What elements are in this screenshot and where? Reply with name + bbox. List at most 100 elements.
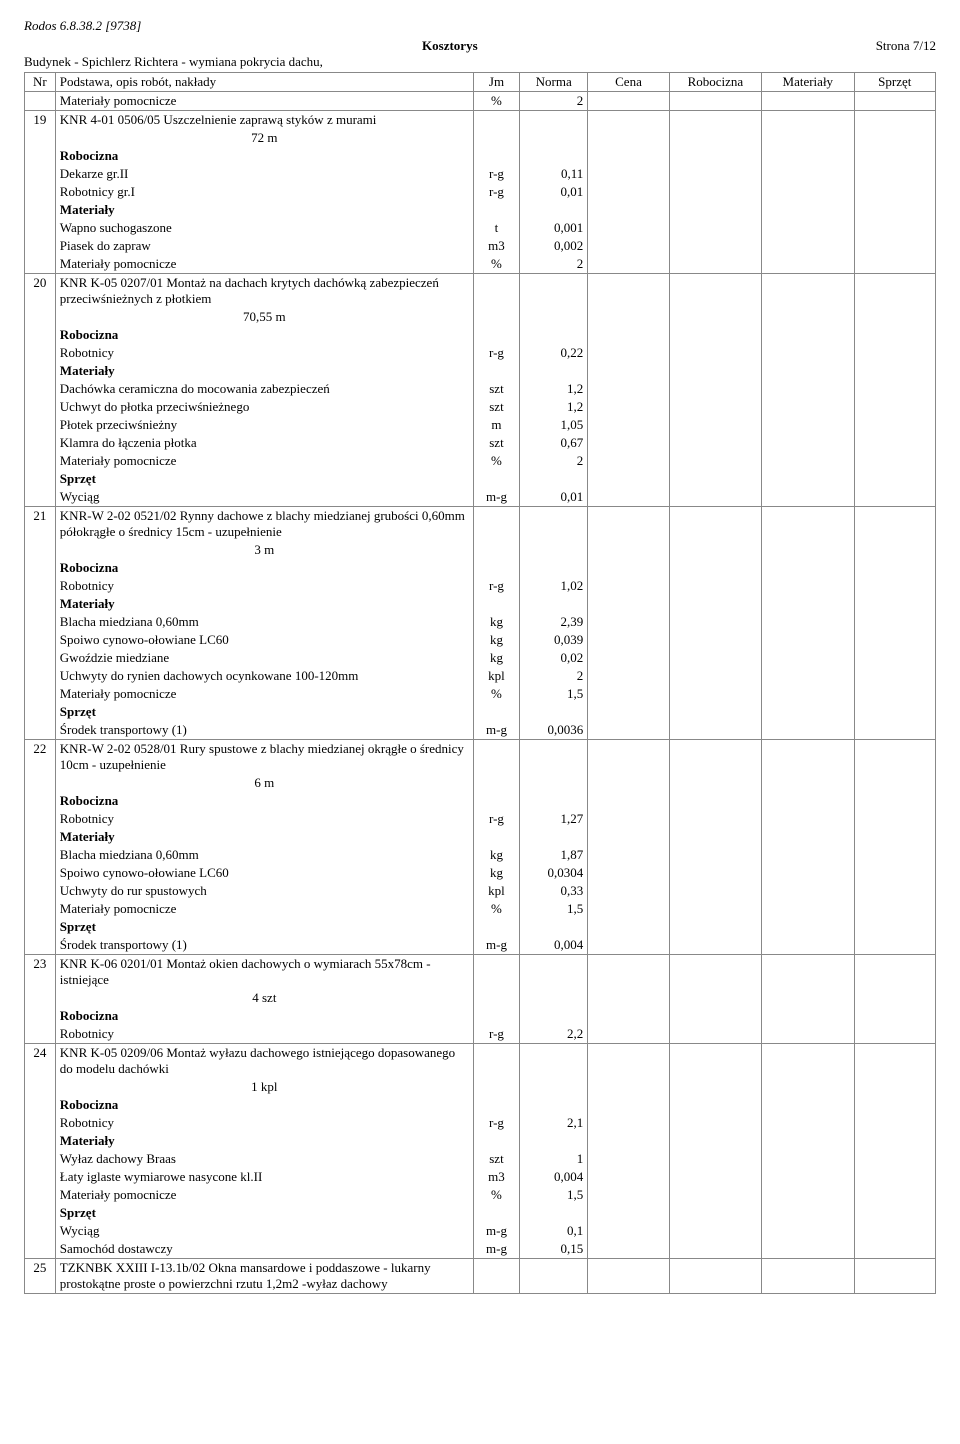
line-norma: 2 <box>520 452 588 470</box>
line-label: Środek transportowy (1) <box>55 721 473 740</box>
col-cena: Cena <box>588 73 669 92</box>
line-norma: 2 <box>520 255 588 274</box>
line-jm: kg <box>473 864 519 882</box>
item-line-row: Piasek do zaprawm30,002 <box>25 237 936 255</box>
line-norma: 0,15 <box>520 1240 588 1259</box>
col-desc: Podstawa, opis robót, nakłady <box>55 73 473 92</box>
line-norma: 1,5 <box>520 685 588 703</box>
line-norma: 0,0304 <box>520 864 588 882</box>
line-norma: 0,004 <box>520 1168 588 1186</box>
item-title-row: 24KNR K-05 0209/06 Montaż wyłazu dachowe… <box>25 1044 936 1079</box>
line-jm: r-g <box>473 165 519 183</box>
item-line-row: Dachówka ceramiczna do mocowania zabezpi… <box>25 380 936 398</box>
line-jm: % <box>473 452 519 470</box>
line-jm: szt <box>473 398 519 416</box>
item-nr: 24 <box>25 1044 56 1079</box>
line-norma: 0,002 <box>520 237 588 255</box>
line-jm: kg <box>473 631 519 649</box>
item-line-row: Uchwyty do rynien dachowych ocynkowane 1… <box>25 667 936 685</box>
line-jm: kg <box>473 846 519 864</box>
line-jm: m-g <box>473 721 519 740</box>
line-jm: t <box>473 219 519 237</box>
line-norma: 1,02 <box>520 577 588 595</box>
item-qty-row: 70,55 m <box>25 308 936 326</box>
item-line-row: Blacha miedziana 0,60mmkg2,39 <box>25 613 936 631</box>
item-line-row: Materiały <box>25 362 936 380</box>
col-rob: Robocizna <box>669 73 761 92</box>
item-line-row: Sprzęt <box>25 470 936 488</box>
line-jm: % <box>473 1186 519 1204</box>
item-line-row: Łaty iglaste wymiarowe nasycone kl.IIm30… <box>25 1168 936 1186</box>
section-label-spr: Sprzęt <box>55 1204 473 1222</box>
line-label: Wyciąg <box>55 1222 473 1240</box>
line-jm: % <box>473 900 519 918</box>
line-norma: 0,01 <box>520 488 588 507</box>
item-line-row: Materiały pomocnicze%2 <box>25 452 936 470</box>
item-qty-row: 3 m <box>25 541 936 559</box>
line-jm: r-g <box>473 577 519 595</box>
line-jm: kg <box>473 649 519 667</box>
item-line-row: Wyciągm-g0,1 <box>25 1222 936 1240</box>
item-line-row: Spoiwo cynowo-ołowiane LC60kg0,039 <box>25 631 936 649</box>
line-label: Robotnicy gr.I <box>55 183 473 201</box>
line-norma: 1,2 <box>520 380 588 398</box>
section-label-mat: Materiały <box>55 595 473 613</box>
line-label: Środek transportowy (1) <box>55 936 473 955</box>
line-norma: 1,27 <box>520 810 588 828</box>
line-norma: 0,33 <box>520 882 588 900</box>
line-norma: 2,1 <box>520 1114 588 1132</box>
section-label-mat: Materiały <box>55 828 473 846</box>
item-qty: 1 kpl <box>60 1079 469 1095</box>
col-mat: Materiały <box>762 73 854 92</box>
item-line-row: Robotnicyr-g1,02 <box>25 577 936 595</box>
line-label: Piasek do zapraw <box>55 237 473 255</box>
line-jm: % <box>473 92 519 111</box>
item-line-row: Klamra do łączenia płotkaszt0,67 <box>25 434 936 452</box>
line-jm: m3 <box>473 237 519 255</box>
section-label-rob: Robocizna <box>55 326 473 344</box>
line-norma: 0,01 <box>520 183 588 201</box>
line-label: Gwoździe miedziane <box>55 649 473 667</box>
line-jm: % <box>473 685 519 703</box>
item-line-row: Materiały <box>25 828 936 846</box>
line-jm: m-g <box>473 936 519 955</box>
item-line-row: Robotnicyr-g0,22 <box>25 344 936 362</box>
line-label: Łaty iglaste wymiarowe nasycone kl.II <box>55 1168 473 1186</box>
line-label: Wyłaz dachowy Braas <box>55 1150 473 1168</box>
line-label: Robotnicy <box>55 577 473 595</box>
line-jm: szt <box>473 380 519 398</box>
line-label: Samochód dostawczy <box>55 1240 473 1259</box>
item-line-row: Robocizna <box>25 326 936 344</box>
item-line-row: Materiały pomocnicze%1,5 <box>25 900 936 918</box>
item-line-row: Wyłaz dachowy Braasszt1 <box>25 1150 936 1168</box>
table-header-row: Nr Podstawa, opis robót, nakłady Jm Norm… <box>25 73 936 92</box>
item-line-row: Uchwyt do płotka przeciwśnieżnegoszt1,2 <box>25 398 936 416</box>
item-title: KNR K-05 0209/06 Montaż wyłazu dachowego… <box>55 1044 473 1079</box>
item-line-row: Materiały <box>25 201 936 219</box>
item-title: KNR K-05 0207/01 Montaż na dachach kryty… <box>55 274 473 309</box>
item-line-row: Materiały <box>25 1132 936 1150</box>
item-line-row: Wapno suchogaszonet0,001 <box>25 219 936 237</box>
line-jm: szt <box>473 1150 519 1168</box>
item-title: KNR K-06 0201/01 Montaż okien dachowych … <box>55 955 473 990</box>
line-norma: 1,5 <box>520 900 588 918</box>
item-line-row: Robotnicyr-g2,1 <box>25 1114 936 1132</box>
item-line-row: Samochód dostawczym-g0,15 <box>25 1240 936 1259</box>
kosztorys-table: Nr Podstawa, opis robót, nakłady Jm Norm… <box>24 72 936 1294</box>
section-label-rob: Robocizna <box>55 147 473 165</box>
item-qty: 3 m <box>60 542 469 558</box>
page-number: Strona 7/12 <box>876 38 936 54</box>
section-label-spr: Sprzęt <box>55 918 473 936</box>
item-line-row: Materiały pomocnicze%2 <box>25 92 936 111</box>
line-label: Uchwyty do rynien dachowych ocynkowane 1… <box>55 667 473 685</box>
item-qty-row: 6 m <box>25 774 936 792</box>
item-nr: 22 <box>25 740 56 775</box>
item-title-row: 21KNR-W 2-02 0521/02 Rynny dachowe z bla… <box>25 507 936 542</box>
line-norma: 0,004 <box>520 936 588 955</box>
line-norma: 0,67 <box>520 434 588 452</box>
line-norma: 1,05 <box>520 416 588 434</box>
item-qty-row: 4 szt <box>25 989 936 1007</box>
line-norma: 1,87 <box>520 846 588 864</box>
item-nr: 21 <box>25 507 56 542</box>
item-line-row: Robocizna <box>25 792 936 810</box>
